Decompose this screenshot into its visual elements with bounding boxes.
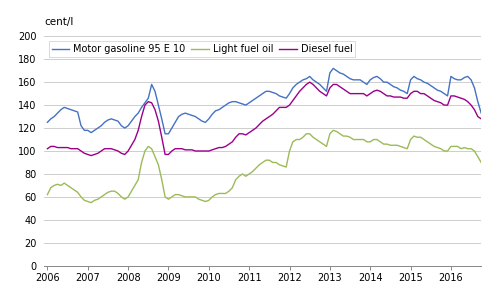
Diesel fuel — [471, 108, 477, 111]
Light fuel oil — [411, 134, 417, 138]
Motor gasoline 95 E 10 — [179, 112, 185, 116]
Motor gasoline 95 E 10 — [330, 66, 336, 70]
Diesel fuel — [45, 147, 51, 150]
Light fuel oil — [45, 193, 51, 196]
Motor gasoline 95 E 10 — [162, 132, 168, 136]
Motor gasoline 95 E 10 — [45, 120, 51, 124]
Diesel fuel — [179, 147, 185, 150]
Legend: Motor gasoline 95 E 10, Light fuel oil, Diesel fuel: Motor gasoline 95 E 10, Light fuel oil, … — [49, 41, 355, 57]
Line: Light fuel oil: Light fuel oil — [48, 130, 491, 203]
Line: Diesel fuel: Diesel fuel — [48, 82, 491, 156]
Diesel fuel — [411, 89, 417, 93]
Motor gasoline 95 E 10 — [411, 75, 417, 78]
Light fuel oil — [243, 175, 249, 178]
Diesel fuel — [360, 92, 366, 95]
Motor gasoline 95 E 10 — [243, 103, 249, 107]
Light fuel oil — [88, 201, 94, 204]
Light fuel oil — [471, 149, 477, 153]
Light fuel oil — [179, 194, 185, 198]
Line: Motor gasoline 95 E 10: Motor gasoline 95 E 10 — [48, 68, 491, 134]
Light fuel oil — [263, 158, 269, 162]
Light fuel oil — [360, 138, 366, 141]
Motor gasoline 95 E 10 — [263, 89, 269, 93]
Motor gasoline 95 E 10 — [360, 80, 366, 84]
Motor gasoline 95 E 10 — [471, 86, 477, 90]
Diesel fuel — [243, 133, 249, 137]
Diesel fuel — [263, 117, 269, 121]
Diesel fuel — [307, 80, 313, 84]
Diesel fuel — [88, 154, 94, 157]
Light fuel oil — [330, 129, 336, 132]
Text: cent/l: cent/l — [44, 17, 74, 27]
